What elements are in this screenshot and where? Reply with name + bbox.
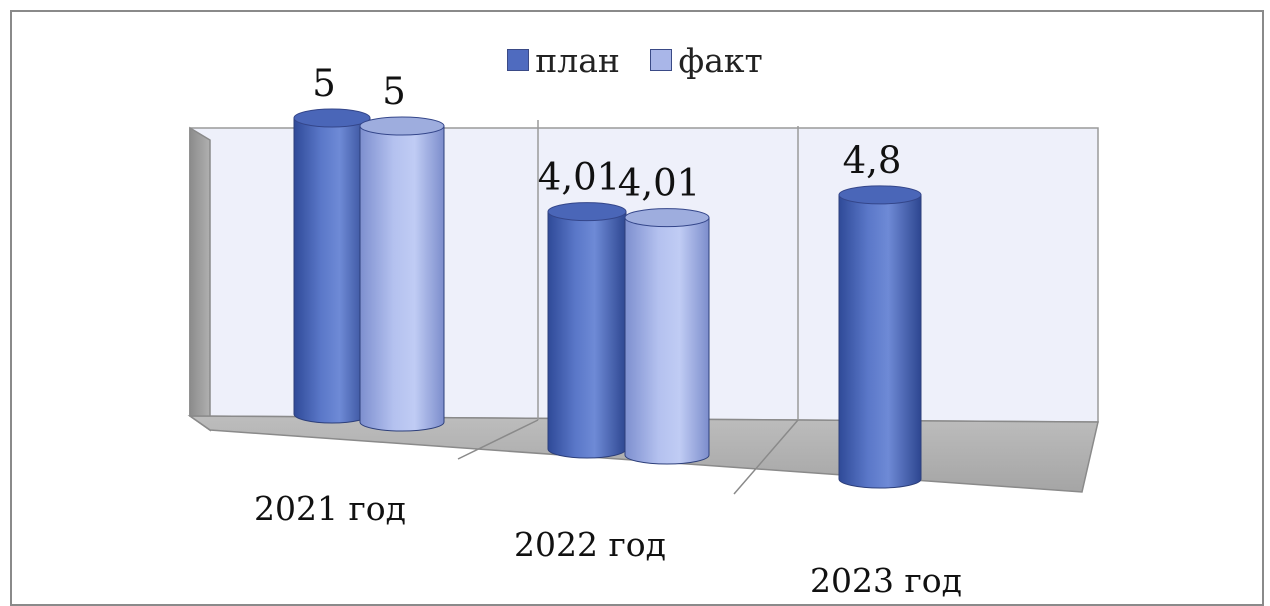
legend-label-fact: факт [678, 40, 763, 80]
bar-plan [293, 117, 371, 424]
legend-label-plan: план [535, 40, 620, 80]
data-label-fact: 4,01 [618, 162, 700, 205]
category-label: 2021 год [254, 489, 406, 528]
legend-swatch-fact [650, 49, 673, 71]
bar-top-plan [838, 185, 922, 205]
legend-swatch-plan [507, 49, 530, 71]
bar-top-plan [293, 108, 371, 128]
bar-fact [624, 217, 710, 465]
legend-item-plan: план [507, 41, 620, 80]
bar-plan [547, 211, 627, 459]
data-label-plan: 5 [312, 62, 336, 105]
side-wall-face [189, 126, 211, 432]
bar-plan [838, 194, 922, 489]
category-label: 2022 год [514, 525, 666, 564]
floor-divider [457, 419, 539, 460]
bar-top-fact [624, 208, 710, 228]
bar-top-fact [359, 116, 445, 136]
data-label-fact: 5 [382, 70, 406, 113]
bar-fact [359, 125, 445, 432]
legend: план факт [0, 40, 1270, 80]
floor-divider [733, 419, 799, 495]
category-label: 2023 год [810, 561, 962, 600]
legend-item-fact: факт [650, 40, 763, 80]
data-label-plan: 4,01 [538, 156, 620, 199]
bar-top-plan [547, 202, 627, 222]
data-label-plan: 4,8 [843, 139, 902, 182]
